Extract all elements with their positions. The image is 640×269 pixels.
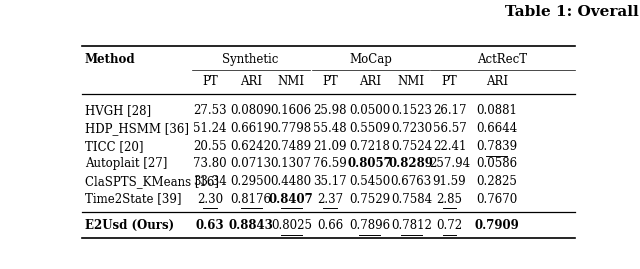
Text: 76.59: 76.59 (313, 157, 347, 170)
Text: 0.8176: 0.8176 (230, 193, 271, 206)
Text: 0.1307: 0.1307 (271, 157, 312, 170)
Text: 73.80: 73.80 (193, 157, 227, 170)
Text: 0.8407: 0.8407 (269, 193, 314, 206)
Text: HDP_HSMM [36]: HDP_HSMM [36] (85, 122, 189, 135)
Text: 0.0809: 0.0809 (230, 104, 272, 118)
Text: 0.7812: 0.7812 (391, 220, 432, 232)
Text: 0.8057: 0.8057 (348, 157, 392, 170)
Text: 0.5509: 0.5509 (349, 122, 390, 135)
Text: 20.55: 20.55 (193, 140, 227, 153)
Text: MoCap: MoCap (349, 53, 392, 66)
Text: 26.17: 26.17 (433, 104, 467, 118)
Text: ARI: ARI (358, 76, 381, 89)
Text: 0.4480: 0.4480 (271, 175, 312, 188)
Text: 0.6619: 0.6619 (230, 122, 272, 135)
Text: 2.37: 2.37 (317, 193, 343, 206)
Text: PT: PT (202, 76, 218, 89)
Text: 0.0586: 0.0586 (476, 157, 517, 170)
Text: Time2State [39]: Time2State [39] (85, 193, 182, 206)
Text: 2.85: 2.85 (436, 193, 463, 206)
Text: TICC [20]: TICC [20] (85, 140, 143, 153)
Text: 25.98: 25.98 (313, 104, 347, 118)
Text: 257.94: 257.94 (429, 157, 470, 170)
Text: PT: PT (322, 76, 338, 89)
Text: Synthetic: Synthetic (223, 53, 279, 66)
Text: 91.59: 91.59 (433, 175, 467, 188)
Text: 0.7909: 0.7909 (474, 220, 519, 232)
Text: Autoplait [27]: Autoplait [27] (85, 157, 167, 170)
Text: 0.7218: 0.7218 (349, 140, 390, 153)
Text: 0.0881: 0.0881 (476, 104, 517, 118)
Text: 0.6763: 0.6763 (390, 175, 432, 188)
Text: 0.7529: 0.7529 (349, 193, 390, 206)
Text: 0.7798: 0.7798 (271, 122, 312, 135)
Text: 0.8025: 0.8025 (271, 220, 312, 232)
Text: NMI: NMI (398, 76, 425, 89)
Text: 0.6644: 0.6644 (476, 122, 517, 135)
Text: 35.17: 35.17 (313, 175, 347, 188)
Text: E2Usd (Ours): E2Usd (Ours) (85, 220, 174, 232)
Text: NMI: NMI (278, 76, 305, 89)
Text: 0.7584: 0.7584 (391, 193, 432, 206)
Text: 55.48: 55.48 (313, 122, 347, 135)
Text: 22.41: 22.41 (433, 140, 466, 153)
Text: HVGH [28]: HVGH [28] (85, 104, 151, 118)
Text: 0.5450: 0.5450 (349, 175, 390, 188)
Text: ARI: ARI (486, 76, 508, 89)
Text: 33.34: 33.34 (193, 175, 227, 188)
Text: ActRecT: ActRecT (477, 53, 527, 66)
Text: Method: Method (85, 53, 136, 66)
Text: 0.1606: 0.1606 (271, 104, 312, 118)
Text: 0.72: 0.72 (436, 220, 463, 232)
Text: 0.7524: 0.7524 (391, 140, 432, 153)
Text: PT: PT (442, 76, 458, 89)
Text: 27.53: 27.53 (193, 104, 227, 118)
Text: 0.2950: 0.2950 (230, 175, 272, 188)
Text: 0.1523: 0.1523 (391, 104, 432, 118)
Text: 0.7489: 0.7489 (271, 140, 312, 153)
Text: 0.7896: 0.7896 (349, 220, 390, 232)
Text: 2.30: 2.30 (197, 193, 223, 206)
Text: 51.24: 51.24 (193, 122, 227, 135)
Text: 56.57: 56.57 (433, 122, 467, 135)
Text: 0.0500: 0.0500 (349, 104, 390, 118)
Text: 21.09: 21.09 (313, 140, 347, 153)
Text: ARI: ARI (240, 76, 262, 89)
Text: Table 1: Overall: Table 1: Overall (505, 5, 639, 19)
Text: 0.63: 0.63 (196, 220, 224, 232)
Text: 0.7839: 0.7839 (476, 140, 517, 153)
Text: 0.8843: 0.8843 (228, 220, 273, 232)
Text: 0.0713: 0.0713 (230, 157, 272, 170)
Text: 0.2825: 0.2825 (476, 175, 517, 188)
Text: 0.7670: 0.7670 (476, 193, 517, 206)
Text: 0.8289: 0.8289 (389, 157, 434, 170)
Text: 0.6242: 0.6242 (230, 140, 271, 153)
Text: 0.66: 0.66 (317, 220, 343, 232)
Text: ClaSPTS_KMeans [16]: ClaSPTS_KMeans [16] (85, 175, 219, 188)
Text: 0.7230: 0.7230 (391, 122, 432, 135)
